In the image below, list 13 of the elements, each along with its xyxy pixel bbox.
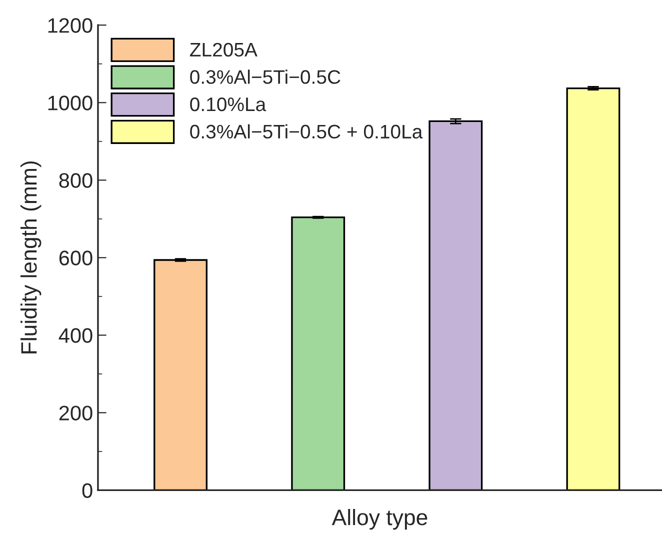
y-tick-label: 200 — [59, 406, 92, 420]
y-tick-label: 1200 — [48, 18, 92, 33]
legend-label: ZL205A — [190, 42, 258, 57]
y-tick-label: 600 — [59, 250, 92, 266]
y-tick-label: 0 — [82, 483, 92, 498]
legend-label: 0.10%La — [190, 97, 266, 112]
y-tick-label: 800 — [59, 173, 92, 188]
x-axis-title: Alloy type — [332, 508, 428, 530]
y-tick-label: 400 — [58, 328, 92, 343]
legend-label: 0.3%Al−5Ti−0.5C + 0.10La — [190, 124, 423, 139]
y-tick-label: 1000 — [48, 96, 92, 110]
y-axis-title: Fluidity length (mm) — [20, 161, 42, 354]
legend-label: 0.3%Al−5Ti−0.5C — [190, 70, 340, 84]
